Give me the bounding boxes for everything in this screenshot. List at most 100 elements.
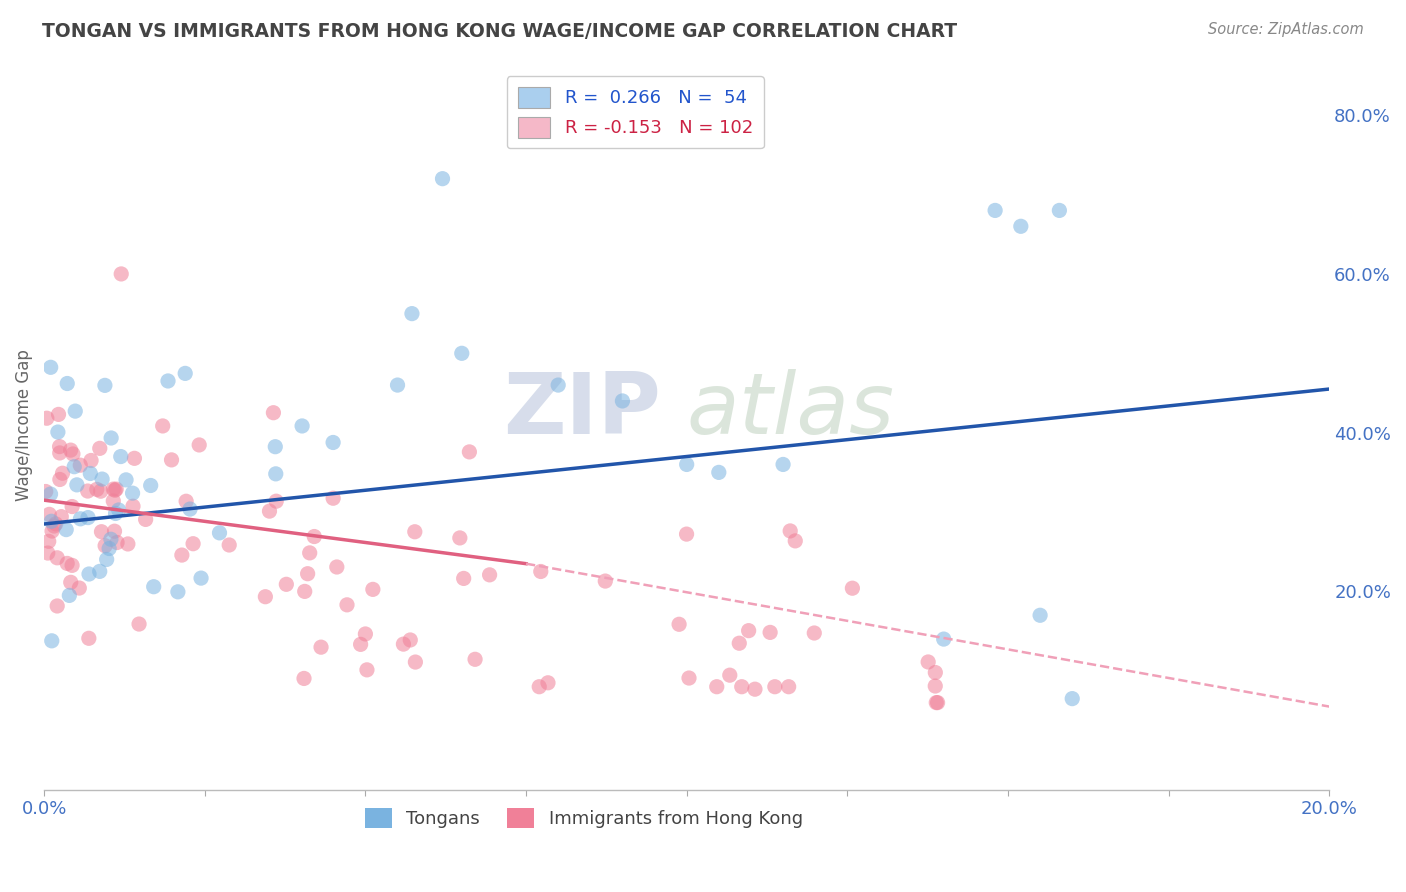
Point [122, 500, 145, 514]
Point [60, 558, 83, 573]
Point [89, 565, 111, 579]
Point [322, 491, 344, 506]
Point [349, 637, 371, 651]
Point [160, 453, 183, 467]
Point [117, 537, 139, 551]
Point [706, 680, 728, 694]
Point [292, 672, 315, 686]
Point [90, 524, 112, 539]
Point [62, 447, 84, 461]
Point [399, 632, 422, 647]
Point [115, 473, 138, 487]
Point [404, 524, 426, 539]
Point [925, 696, 948, 710]
Point [79, 467, 101, 481]
Point [39, 487, 62, 501]
Point [392, 637, 415, 651]
Point [927, 696, 949, 710]
Point [46, 425, 69, 439]
Point [103, 494, 125, 508]
Point [356, 663, 378, 677]
Point [264, 467, 287, 481]
Point [401, 307, 423, 321]
Point [1029, 608, 1052, 623]
Point [262, 406, 284, 420]
Point [924, 679, 946, 693]
Point [1047, 203, 1070, 218]
Point [128, 617, 150, 632]
Point [326, 560, 349, 574]
Point [60, 500, 83, 514]
Point [77, 567, 100, 582]
Point [188, 438, 211, 452]
Point [298, 546, 321, 560]
Point [547, 378, 569, 392]
Point [105, 482, 128, 496]
Point [450, 346, 472, 360]
Point [778, 680, 800, 694]
Point [291, 419, 314, 434]
Point [174, 494, 197, 508]
Point [51, 467, 73, 481]
Point [104, 483, 127, 498]
Point [932, 632, 955, 646]
Point [39, 360, 62, 375]
Point [174, 367, 197, 381]
Point [69, 512, 91, 526]
Point [190, 571, 212, 585]
Point [924, 665, 946, 680]
Point [304, 529, 326, 543]
Point [156, 374, 179, 388]
Point [276, 577, 298, 591]
Point [731, 680, 754, 694]
Point [478, 567, 501, 582]
Point [77, 632, 100, 646]
Point [152, 419, 174, 434]
Point [39, 514, 62, 528]
Point [96, 552, 118, 566]
Text: TONGAN VS IMMIGRANTS FROM HONG KONG WAGE/INCOME GAP CORRELATION CHART: TONGAN VS IMMIGRANTS FROM HONG KONG WAGE… [42, 22, 957, 41]
Point [77, 510, 100, 524]
Point [763, 680, 786, 694]
Point [718, 668, 741, 682]
Point [208, 525, 231, 540]
Point [48, 408, 70, 422]
Point [100, 533, 122, 547]
Text: Source: ZipAtlas.com: Source: ZipAtlas.com [1208, 22, 1364, 37]
Point [336, 598, 359, 612]
Point [449, 531, 471, 545]
Point [675, 458, 697, 472]
Point [142, 580, 165, 594]
Point [38, 534, 60, 549]
Point [537, 675, 560, 690]
Point [1062, 691, 1084, 706]
Point [309, 640, 332, 655]
Point [218, 538, 240, 552]
Point [69, 458, 91, 473]
Point [1010, 219, 1032, 234]
Point [322, 435, 344, 450]
Point [35, 484, 58, 499]
Point [785, 533, 807, 548]
Point [38, 508, 60, 522]
Point [41, 633, 63, 648]
Point [124, 451, 146, 466]
Point [41, 524, 63, 538]
Point [759, 625, 782, 640]
Point [612, 393, 634, 408]
Point [404, 655, 426, 669]
Point [63, 459, 86, 474]
Point [984, 203, 1007, 218]
Point [94, 378, 117, 392]
Point [675, 527, 697, 541]
Point [737, 624, 759, 638]
Point [170, 548, 193, 562]
Point [135, 512, 157, 526]
Point [46, 550, 69, 565]
Point [80, 453, 103, 467]
Point [121, 486, 143, 500]
Point [464, 652, 486, 666]
Point [103, 482, 125, 496]
Point [59, 575, 82, 590]
Point [58, 589, 80, 603]
